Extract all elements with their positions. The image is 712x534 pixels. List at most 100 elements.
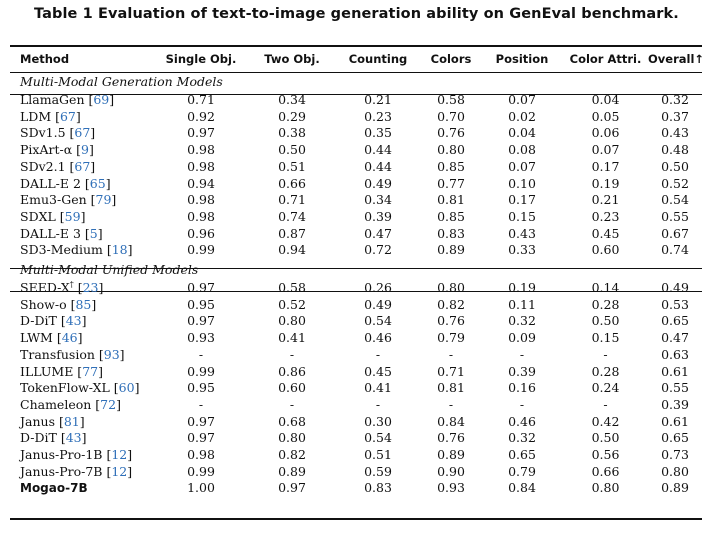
score-cell: 0.19 <box>508 280 536 296</box>
score-cell: 0.50 <box>278 142 306 158</box>
table-row: SEED-X† [23] 0.97 0.58 0.26 0.80 0.19 0.14 0.49 <box>10 280 702 297</box>
citation-link[interactable]: 67 <box>74 158 91 174</box>
section2-top-rule <box>10 268 702 269</box>
score-cell: 0.85 <box>437 158 465 174</box>
score-cell: 0.74 <box>661 242 689 258</box>
citation-link[interactable]: 59 <box>64 208 81 224</box>
section-header-row: Multi-Modal Unified Models <box>10 259 702 280</box>
table-row: DALL-E 3 [5] 0.96 0.87 0.47 0.83 0.43 0.45 0.67 <box>10 226 702 243</box>
citation-link[interactable]: 69 <box>93 92 110 107</box>
score-cell: 0.30 <box>364 413 392 429</box>
table-row: TokenFlow-XL [60] 0.95 0.60 0.41 0.81 0.16 0.2… <box>10 380 702 397</box>
header-rule <box>10 71 702 73</box>
score-cell: 0.77 <box>437 175 465 191</box>
method-cell: LDM [67] <box>20 108 81 124</box>
method-name: SDXL <box>20 208 56 224</box>
score-cell: 0.63 <box>661 346 689 362</box>
method-name: SEED-X <box>20 280 70 296</box>
citation-link[interactable]: 65 <box>89 175 106 191</box>
score-cell: 0.99 <box>187 242 215 258</box>
score-cell: 0.74 <box>278 208 306 224</box>
score-cell: 0.73 <box>661 447 689 463</box>
table-row: Mogao-7B 1.00 0.97 0.83 0.93 0.84 0.80 0.89 <box>10 480 702 497</box>
score-cell: 0.41 <box>278 330 306 346</box>
score-cell: 0.02 <box>508 108 536 124</box>
score-cell: 0.94 <box>278 242 306 258</box>
score-cell: 0.55 <box>661 380 689 396</box>
citation-link[interactable]: 85 <box>75 296 92 312</box>
score-cell: 0.89 <box>661 480 689 496</box>
score-cell: 0.80 <box>591 480 620 496</box>
citation-link[interactable]: 43 <box>65 313 82 329</box>
score-cell: 0.21 <box>591 192 620 208</box>
score-cell: 0.80 <box>278 313 306 329</box>
score-cell: 0.97 <box>278 480 306 496</box>
method-cell: Transfusion [93] <box>20 346 125 362</box>
score-cell: 0.06 <box>591 125 620 141</box>
section-title: Multi-Modal Generation Models <box>20 74 223 89</box>
citation-link[interactable]: 72 <box>100 396 117 412</box>
score-cell: 0.83 <box>364 480 392 496</box>
method-cell: SD3-Medium [18] <box>20 242 133 258</box>
method-cell: Janus-Pro-7B [12] <box>20 463 133 479</box>
section-header-row: Multi-Modal Generation Models <box>10 71 702 92</box>
score-cell: 0.32 <box>508 430 536 446</box>
citation-link[interactable]: 81 <box>63 413 80 429</box>
score-cell: 0.96 <box>187 225 215 241</box>
score-cell: 0.72 <box>364 242 392 258</box>
table-row: SDv1.5 [67] 0.97 0.38 0.35 0.76 0.04 0.06 0.43 <box>10 125 702 142</box>
column-header: Two Obj. <box>264 52 320 66</box>
method-cell: SEED-X† [23] <box>20 280 104 296</box>
score-cell: 0.51 <box>278 158 306 174</box>
citation-link[interactable]: 5 <box>89 225 98 241</box>
citation-link[interactable]: 9 <box>81 142 89 158</box>
method-name: LWM <box>20 330 53 346</box>
score-cell: 0.54 <box>364 313 392 329</box>
method-cell: TokenFlow-XL [60] <box>20 380 140 396</box>
method-cell: DALL-E 3 [5] <box>20 225 103 241</box>
score-cell: 0.67 <box>661 225 689 241</box>
score-cell: 0.07 <box>508 158 536 174</box>
method-name: Mogao-7B <box>20 481 88 496</box>
column-header: Color Attri. <box>569 52 642 66</box>
score-cell: 0.80 <box>661 463 689 479</box>
score-cell: 0.05 <box>591 108 620 124</box>
method-cell: Emu3-Gen [79] <box>20 192 117 208</box>
citation-link[interactable]: 12 <box>111 463 128 479</box>
citation-link[interactable]: 46 <box>61 330 78 346</box>
citation-link[interactable]: 12 <box>111 447 128 463</box>
citation-link[interactable]: 67 <box>59 108 76 124</box>
score-cell: 0.08 <box>508 142 536 158</box>
table-row: LlamaGen [69] 0.71 0.34 0.21 0.58 0.07 0.04 0.3… <box>10 92 702 109</box>
score-cell: - <box>603 396 608 412</box>
score-cell: 0.11 <box>508 296 536 312</box>
citation-link[interactable]: 43 <box>65 430 82 446</box>
citation-link[interactable]: 60 <box>118 380 135 396</box>
citation-link[interactable]: 23 <box>82 280 99 296</box>
citation-link[interactable]: 79 <box>95 192 112 208</box>
score-cell: 0.32 <box>661 92 689 107</box>
score-cell: 0.97 <box>187 313 215 329</box>
score-cell: 0.97 <box>187 430 215 446</box>
table-row: PixArt-α [9] 0.98 0.50 0.44 0.80 0.08 0.07 0.48 <box>10 142 702 159</box>
method-name: Janus-Pro-1B <box>20 447 103 463</box>
method-name: TokenFlow-XL <box>20 380 110 396</box>
score-cell: 0.52 <box>661 175 689 191</box>
score-cell: 0.09 <box>508 330 536 346</box>
score-cell: 0.95 <box>187 296 215 312</box>
citation-link[interactable]: 77 <box>82 363 99 379</box>
method-cell: D-DiT [43] <box>20 430 87 446</box>
method-name: Emu3-Gen <box>20 192 87 208</box>
score-cell: 0.89 <box>437 242 465 258</box>
citation-link[interactable]: 18 <box>111 242 128 258</box>
table-row: ILLUME [77] 0.99 0.86 0.45 0.71 0.39 0.28 0.61 <box>10 364 702 381</box>
score-cell: - <box>198 346 204 362</box>
citation-link[interactable]: 67 <box>74 125 91 141</box>
score-cell: 0.34 <box>364 192 392 208</box>
score-cell: 0.98 <box>187 142 215 158</box>
bottom-rule <box>10 518 702 520</box>
score-cell: - <box>603 346 608 362</box>
table-row: DALL-E 2 [65] 0.94 0.66 0.49 0.77 0.10 0.19 0.5… <box>10 176 702 193</box>
citation-link[interactable]: 93 <box>103 346 120 362</box>
score-cell: 0.93 <box>187 330 215 346</box>
